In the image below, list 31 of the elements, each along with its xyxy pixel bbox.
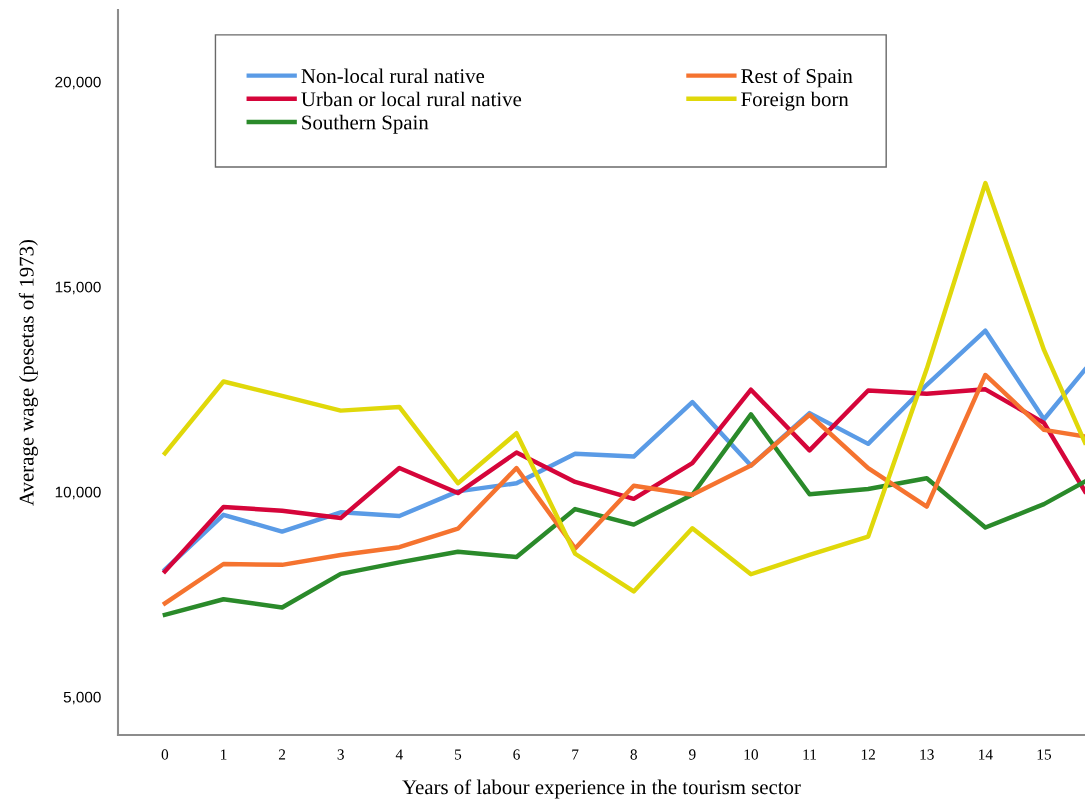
y-tick-label: 15,000 (55, 281, 101, 295)
legend-label: Urban or local rural native (301, 91, 522, 107)
x-tick-label: 4 (395, 749, 403, 760)
y-tick-label: 20,000 (55, 76, 101, 90)
x-tick-label: 14 (979, 749, 993, 760)
y-tick-label: 10,000 (55, 486, 101, 500)
x-tick-label: 1 (221, 749, 227, 760)
x-tick-label: 11 (803, 749, 816, 760)
x-tick-label: 13 (920, 749, 934, 760)
x-tick-label: 2 (278, 749, 286, 760)
x-tick-label: 0 (161, 749, 169, 760)
x-tick-label: 12 (861, 749, 875, 760)
line-series (162, 372, 1085, 606)
x-tick-label: 5 (454, 749, 462, 760)
legend-label: Foreign born (741, 91, 849, 111)
line-series (162, 180, 1085, 594)
legend-label: Non-local rural native (301, 68, 485, 84)
legend-label: Southern Spain (302, 114, 429, 134)
line-series (162, 387, 1085, 574)
x-tick-label: 8 (630, 749, 637, 760)
y-axis-title: Average wage (pesetas of 1973) (18, 239, 38, 506)
x-tick-label: 9 (689, 749, 696, 760)
x-tick-label: 7 (572, 749, 579, 760)
line-series (162, 412, 1085, 618)
x-tick-label: 10 (744, 749, 758, 760)
legend-label: Rest of Spain (741, 68, 853, 88)
x-axis-title: Years of labour experience in the tourism sector (402, 779, 801, 799)
x-tick-label: 15 (1037, 749, 1052, 760)
x-tick-label: 3 (337, 749, 344, 760)
y-tick-label: 5,000 (63, 691, 101, 705)
x-tick-label: 6 (513, 749, 520, 760)
